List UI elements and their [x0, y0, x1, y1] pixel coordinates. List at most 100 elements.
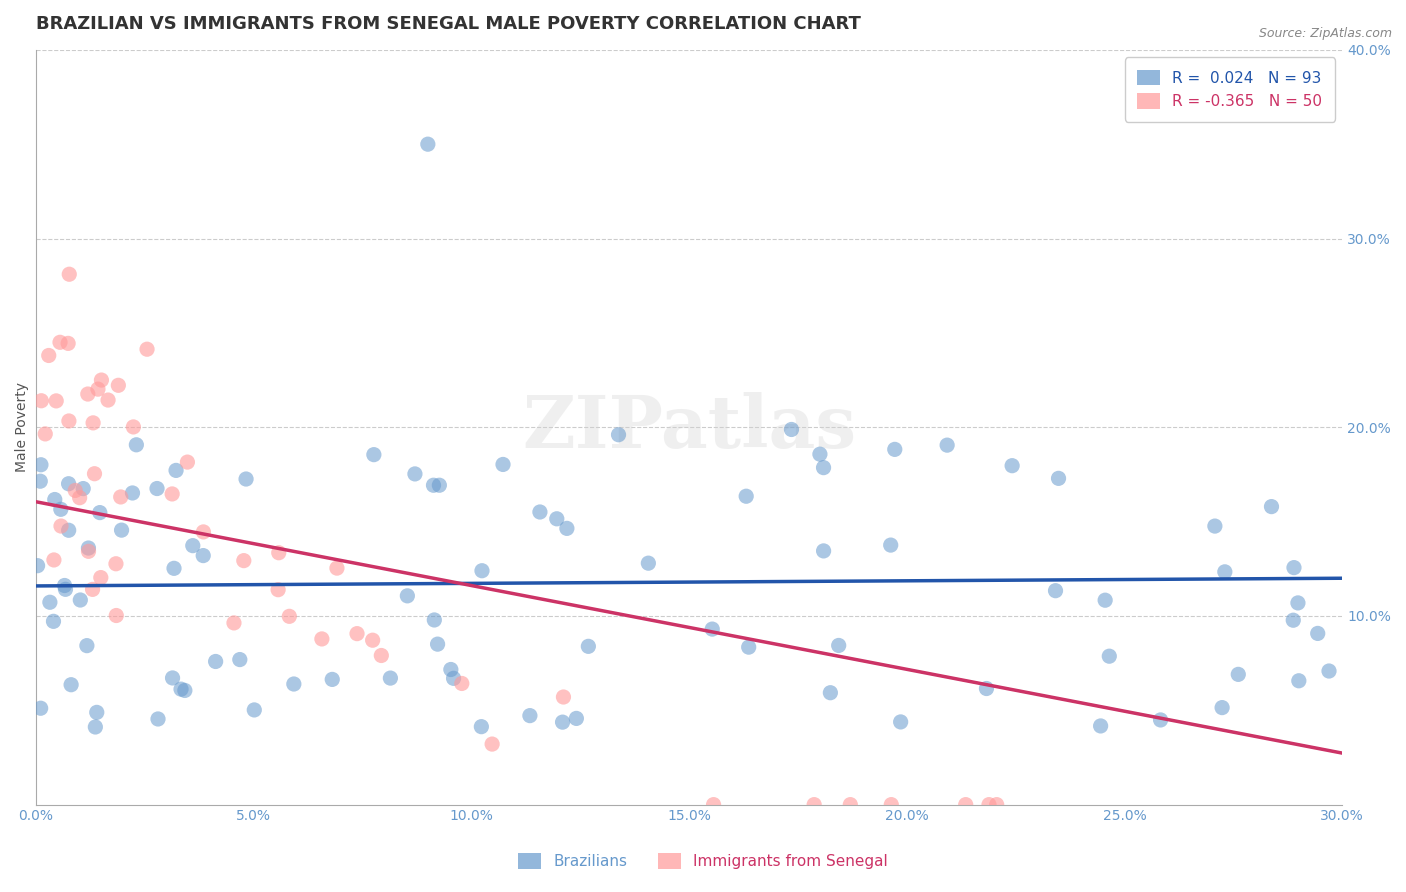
Point — [607, 427, 630, 442]
Point — [326, 561, 349, 575]
Point — [422, 478, 444, 492]
Point — [423, 613, 446, 627]
Point — [576, 640, 599, 654]
Point — [1094, 593, 1116, 607]
Point — [529, 505, 551, 519]
Point — [880, 797, 903, 812]
Point — [90, 571, 112, 585]
Point — [1047, 471, 1070, 485]
Point — [321, 673, 343, 687]
Point — [34, 426, 56, 441]
Point — [1098, 649, 1121, 664]
Point — [49, 335, 72, 350]
Point — [125, 438, 148, 452]
Y-axis label: Male Poverty: Male Poverty — [15, 383, 30, 472]
Point — [58, 414, 80, 428]
Point — [426, 637, 449, 651]
Point — [49, 502, 72, 516]
Point — [104, 557, 127, 571]
Point — [82, 416, 104, 430]
Point — [110, 490, 132, 504]
Point — [519, 708, 541, 723]
Point — [97, 392, 120, 407]
Point — [45, 393, 67, 408]
Text: BRAZILIAN VS IMMIGRANTS FROM SENEGAL MALE POVERTY CORRELATION CHART: BRAZILIAN VS IMMIGRANTS FROM SENEGAL MAL… — [37, 15, 860, 33]
Point — [86, 706, 108, 720]
Point — [936, 438, 959, 452]
Point — [450, 676, 472, 690]
Point — [363, 448, 385, 462]
Point — [76, 387, 98, 401]
Point — [56, 336, 79, 351]
Point — [808, 447, 831, 461]
Point — [828, 639, 851, 653]
Point — [820, 686, 842, 700]
Point — [1227, 667, 1250, 681]
Point — [440, 663, 463, 677]
Point — [1001, 458, 1024, 473]
Point — [1260, 500, 1282, 514]
Point — [976, 681, 998, 696]
Point — [555, 521, 578, 535]
Point — [235, 472, 257, 486]
Point — [160, 487, 183, 501]
Point — [813, 544, 835, 558]
Point — [82, 582, 104, 597]
Point — [551, 715, 574, 730]
Point — [30, 458, 52, 472]
Point — [1306, 626, 1329, 640]
Point — [89, 506, 111, 520]
Point — [69, 491, 91, 505]
Point — [121, 486, 143, 500]
Point — [87, 382, 110, 396]
Point — [193, 524, 215, 539]
Point — [267, 582, 290, 597]
Point — [204, 655, 226, 669]
Point — [780, 422, 803, 436]
Point — [58, 523, 80, 537]
Point — [229, 652, 252, 666]
Point — [1211, 700, 1233, 714]
Point — [553, 690, 575, 704]
Point — [44, 492, 66, 507]
Point — [404, 467, 426, 481]
Point — [58, 476, 80, 491]
Point — [1204, 519, 1226, 533]
Point — [90, 373, 112, 387]
Point — [163, 561, 186, 575]
Point — [77, 541, 100, 555]
Point — [49, 519, 72, 533]
Point — [38, 595, 60, 609]
Point — [181, 539, 204, 553]
Point — [813, 460, 835, 475]
Point — [637, 556, 659, 570]
Point — [110, 523, 132, 537]
Point — [38, 349, 60, 363]
Point — [30, 474, 52, 488]
Point — [77, 544, 100, 558]
Point — [42, 553, 65, 567]
Point — [311, 632, 333, 646]
Point — [105, 608, 128, 623]
Point — [146, 482, 169, 496]
Point — [122, 420, 145, 434]
Point — [427, 478, 450, 492]
Point — [65, 483, 87, 498]
Point — [955, 797, 977, 812]
Point — [361, 633, 384, 648]
Point — [883, 442, 905, 457]
Point — [1286, 596, 1309, 610]
Text: ZIPatlas: ZIPatlas — [522, 392, 856, 463]
Legend: R =  0.024   N = 93, R = -0.365   N = 50: R = 0.024 N = 93, R = -0.365 N = 50 — [1125, 57, 1334, 121]
Point — [173, 683, 195, 698]
Text: Source: ZipAtlas.com: Source: ZipAtlas.com — [1258, 27, 1392, 40]
Point — [986, 797, 1008, 812]
Point — [146, 712, 169, 726]
Point — [193, 549, 215, 563]
Point — [283, 677, 305, 691]
Point — [83, 467, 105, 481]
Point — [278, 609, 301, 624]
Point — [162, 671, 184, 685]
Point — [60, 678, 83, 692]
Point — [30, 701, 52, 715]
